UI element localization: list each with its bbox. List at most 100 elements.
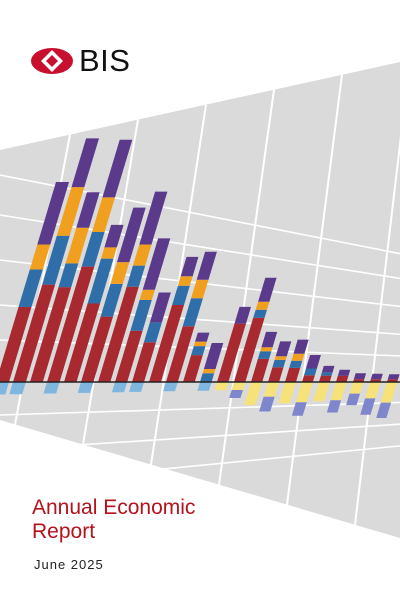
bar-segment <box>349 382 364 394</box>
bar-segment <box>183 355 203 382</box>
bar-segment <box>320 372 333 376</box>
bar-segment <box>244 382 263 406</box>
bar-segment <box>319 375 332 382</box>
bar-segment <box>231 382 246 390</box>
bar-segment <box>65 227 89 264</box>
bar-segment <box>139 289 155 300</box>
report-title: Annual Economic Report <box>32 496 272 544</box>
bar-segment <box>274 356 287 360</box>
grid-line-vertical <box>218 89 275 485</box>
bar-segment <box>110 262 130 284</box>
title-line-1: Annual Economic <box>32 496 196 519</box>
bar-segment <box>13 284 56 382</box>
bar-segment <box>191 279 209 299</box>
bar-segment <box>163 382 178 392</box>
bar-segment <box>195 332 210 342</box>
bar-segment <box>326 400 342 413</box>
bar-segment <box>336 375 349 382</box>
bar-segment <box>259 396 275 412</box>
bar-segment <box>291 402 307 416</box>
bar-segment <box>263 382 280 397</box>
bar-segment <box>306 355 321 369</box>
bar-segment <box>346 393 360 406</box>
bar-segment <box>87 258 114 304</box>
bar-segment <box>76 192 100 228</box>
bar-segment <box>166 326 195 382</box>
bar-segment <box>337 369 351 376</box>
bar-segment <box>217 323 246 382</box>
bar-segment <box>278 382 296 404</box>
bar-segment <box>132 342 156 382</box>
bar-segment <box>58 263 79 288</box>
bar-segment <box>313 382 330 402</box>
bar-segment <box>268 367 284 382</box>
bar-segment <box>261 331 278 348</box>
bar-segment <box>142 238 171 290</box>
bis-emblem-icon <box>31 48 73 74</box>
bar-segment <box>365 382 381 399</box>
title-line-2: Report <box>32 520 96 543</box>
bis-logo[interactable]: BIS <box>30 43 131 78</box>
bar-segment <box>130 299 152 331</box>
bar-segment <box>81 232 105 267</box>
bar-segment <box>117 207 146 263</box>
bar-segment <box>18 269 43 307</box>
bar-segment <box>253 309 267 318</box>
bar-segment <box>47 266 95 382</box>
bar-segment <box>360 398 376 415</box>
grid-line-vertical <box>82 119 139 445</box>
bar-segment <box>257 351 272 359</box>
bar-segment <box>64 303 101 382</box>
bar-segment <box>293 339 309 354</box>
bar-segment <box>214 382 229 391</box>
bar-segment <box>353 379 365 382</box>
grid-line-horizontal <box>0 423 400 451</box>
bar-segment <box>275 341 292 357</box>
bar-segment <box>353 373 367 380</box>
bar-segment <box>202 369 216 374</box>
bar-segment <box>98 286 139 382</box>
bar-segment <box>321 365 335 373</box>
bar-segment <box>295 382 313 403</box>
bar-segment <box>132 244 152 266</box>
bar-segment <box>285 367 301 382</box>
bar-segment <box>289 360 303 368</box>
bar-segment <box>129 382 144 392</box>
bar-segment <box>100 283 123 317</box>
bar-segment <box>56 187 85 236</box>
bar-segment <box>234 317 265 382</box>
logo-wordmark: BIS <box>79 43 131 78</box>
bar-segment <box>291 353 305 361</box>
bar-segment <box>139 191 168 245</box>
bar-segment <box>104 224 124 248</box>
bar-segment <box>42 235 70 285</box>
bar-segment <box>380 382 398 403</box>
bar-segment <box>387 374 400 380</box>
bar-segment <box>193 341 207 347</box>
bar-segment <box>258 277 277 302</box>
bar-segment <box>102 139 133 198</box>
bar-segment <box>272 359 286 368</box>
bar-segment <box>71 138 99 188</box>
bar-segment <box>30 287 72 382</box>
bar-segment <box>191 346 206 356</box>
bar-segment <box>370 373 383 380</box>
bar-segment <box>302 375 315 382</box>
grid-line-horizontal <box>0 445 400 486</box>
bar-segment <box>101 247 117 259</box>
bar-segment <box>376 402 392 418</box>
bar-segment <box>330 382 347 401</box>
bar-segment <box>43 382 60 394</box>
bar-segment <box>177 276 193 286</box>
bar-segment <box>304 368 317 376</box>
bar-segment <box>9 382 26 395</box>
bar-segment <box>29 244 51 270</box>
bar-segment <box>196 251 217 280</box>
bar-segment <box>37 182 69 245</box>
panel-grid <box>0 74 400 525</box>
bar-segment <box>81 316 113 382</box>
bar-segment <box>251 358 270 382</box>
bar-segment <box>255 301 270 310</box>
publication-date: June 2025 <box>34 557 104 572</box>
